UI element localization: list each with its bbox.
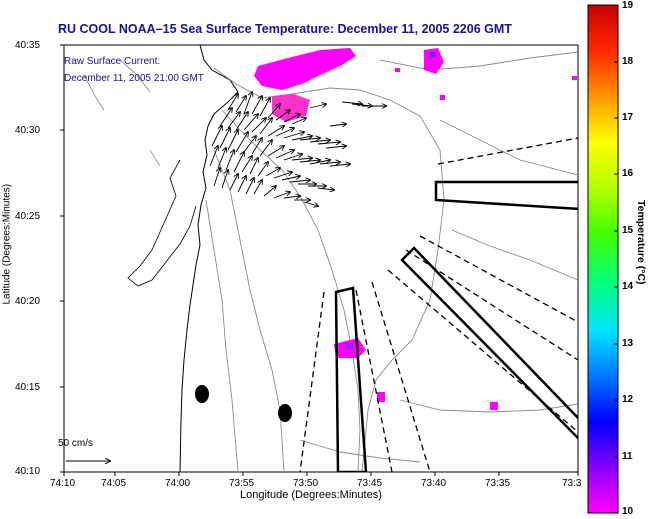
colorbar (587, 4, 619, 514)
figure-title: RU COOL NOAA–15 Sea Surface Temperature:… (58, 22, 512, 36)
x-axis-label: Longitude (Degrees:Minutes) (240, 489, 382, 501)
map-content (66, 45, 578, 472)
coastline (179, 45, 239, 472)
sst-patch (254, 48, 356, 90)
sst-patch (377, 392, 385, 402)
bathy-contour (439, 119, 578, 176)
axis-ticks (60, 44, 579, 476)
bathy-contour (213, 149, 285, 472)
y-tick-label: 40:25 (15, 211, 41, 222)
y-tick-label: 40:20 (15, 296, 41, 307)
colorbar-tick-label: 19 (622, 0, 634, 11)
bathy-contour (451, 229, 578, 281)
colorbar-label: Temperature (°C) (635, 200, 647, 285)
x-tick-label: 73:35 (485, 478, 511, 489)
sst-patch (430, 52, 435, 57)
colorbar-ticks (614, 61, 618, 458)
x-tick-label: 73:50 (293, 478, 319, 489)
sst-patch (490, 402, 498, 410)
colorbar-tick-label: 17 (622, 112, 634, 123)
current-vectors (209, 92, 386, 206)
x-tick-label: 73:45 (357, 478, 383, 489)
colorbar-tick-label: 13 (622, 338, 634, 349)
colorbar-tick-label: 11 (622, 451, 633, 462)
x-tick-label: 73:55 (229, 478, 255, 489)
scale-label: 50 cm/s (58, 438, 94, 449)
y-tick-label: 40:30 (15, 125, 41, 136)
y-tick-label: 40:15 (15, 382, 41, 393)
coastline-bay (127, 159, 197, 287)
x-tick-label: 73:3 (562, 478, 582, 489)
x-tick-label: 73:40 (421, 478, 447, 489)
map-frame (63, 44, 579, 473)
current-legend-label: Raw Surface Current: (64, 56, 161, 67)
station-marker (195, 385, 209, 403)
colorbar-tick-label: 14 (622, 281, 634, 292)
x-tick-label: 74:10 (50, 478, 76, 489)
x-tick-label: 74:00 (165, 478, 191, 489)
bathy-contour (299, 439, 421, 463)
radar-beams (334, 180, 578, 472)
y-axis-label: Latitude (Degrees:Minutes) (1, 183, 13, 305)
colorbar-tick-label: 18 (622, 56, 634, 67)
colorbar-tick-label: 15 (622, 225, 634, 236)
colorbar-tick-label: 12 (622, 394, 634, 405)
bathy-contour (379, 51, 578, 71)
colorbar-tick-label: 16 (622, 168, 634, 179)
shore-detail (83, 59, 161, 167)
sst-patch (395, 68, 400, 72)
bathy-contour (205, 199, 239, 472)
sst-patch (440, 95, 445, 100)
x-tick-label: 74:05 (101, 478, 127, 489)
sst-patch (572, 76, 577, 80)
station-marker (278, 404, 292, 422)
sst-patch (424, 48, 444, 74)
y-tick-label: 40:35 (15, 40, 41, 51)
sst-patch (345, 343, 353, 349)
y-tick-label: 40:10 (15, 466, 41, 477)
current-legend-time: December 11, 2005 21:00 GMT (64, 73, 204, 84)
colorbar-tick-label: 10 (622, 506, 634, 517)
bathy-contour (399, 399, 578, 413)
